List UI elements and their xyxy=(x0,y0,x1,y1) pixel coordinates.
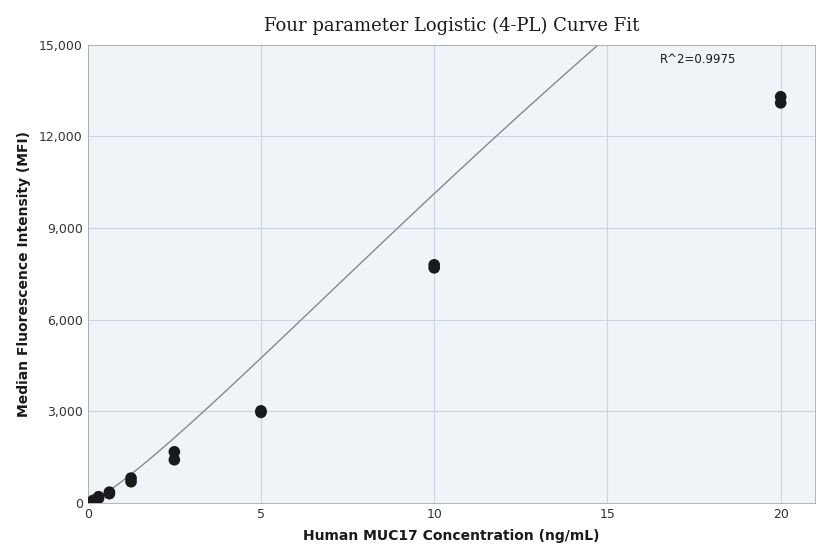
Point xyxy=(428,263,441,272)
X-axis label: Human MUC17 Concentration (ng/mL): Human MUC17 Concentration (ng/mL) xyxy=(304,529,600,543)
Point xyxy=(255,408,268,417)
Point xyxy=(92,494,105,503)
Point xyxy=(125,477,138,486)
Point xyxy=(102,488,116,497)
Text: R^2=0.9975: R^2=0.9975 xyxy=(660,53,735,66)
Point xyxy=(168,447,181,456)
Point xyxy=(774,92,787,101)
Point xyxy=(102,489,116,498)
Point xyxy=(87,497,100,506)
Y-axis label: Median Fluorescence Intensity (MFI): Median Fluorescence Intensity (MFI) xyxy=(17,131,31,417)
Point xyxy=(87,496,100,505)
Point xyxy=(774,99,787,108)
Point xyxy=(125,474,138,483)
Title: Four parameter Logistic (4-PL) Curve Fit: Four parameter Logistic (4-PL) Curve Fit xyxy=(264,17,639,35)
Point xyxy=(168,455,181,464)
Point xyxy=(428,260,441,269)
Point xyxy=(255,407,268,416)
Point xyxy=(92,492,105,501)
